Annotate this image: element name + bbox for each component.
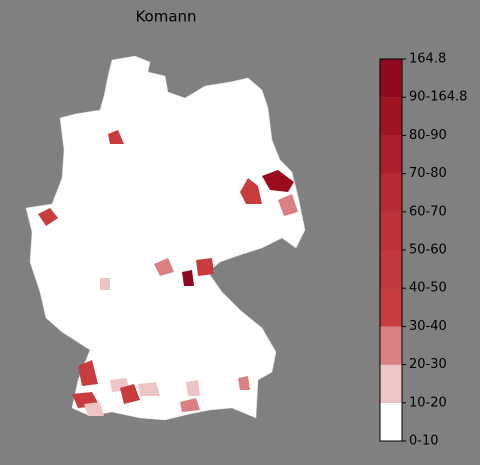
colorbar-label: 80-90 [409, 128, 447, 143]
region [154, 258, 174, 276]
region [108, 130, 124, 144]
region [78, 360, 98, 386]
region [138, 382, 160, 396]
region [38, 208, 58, 226]
colorbar-label: 164.8 [409, 52, 446, 67]
colorbar-segment [380, 288, 402, 327]
map-title: Komann [135, 8, 196, 26]
colorbar-label: 10-20 [409, 395, 447, 410]
colorbar-segment [380, 326, 402, 365]
colorbar: 0-10 10-20 20-30 30-40 40-50 50-60 60-70 70-80 8… [379, 52, 467, 449]
germany-map [25, 55, 306, 421]
colorbar-label: 0-10 [409, 434, 439, 449]
region [238, 376, 250, 390]
colorbar-label: 30-40 [409, 319, 447, 334]
region [84, 402, 104, 416]
colorbar-label: 40-50 [409, 281, 447, 296]
colorbar-segment [380, 211, 402, 250]
region [120, 384, 140, 404]
country-outline [25, 55, 306, 421]
colorbar-segment [380, 250, 402, 289]
colorbar-segment [380, 173, 402, 212]
colorbar-label: 20-30 [409, 357, 447, 372]
colorbar-segment [380, 364, 402, 403]
colorbar-segment [380, 97, 402, 136]
colorbar-segment [380, 59, 402, 98]
colorbar-segment [380, 402, 402, 441]
region [240, 178, 262, 204]
region [186, 380, 200, 396]
colorbar-segment [380, 135, 402, 174]
colorbar-label: 60-70 [409, 204, 447, 219]
region [100, 278, 110, 290]
region [278, 194, 298, 216]
region [180, 398, 200, 412]
region [182, 270, 194, 286]
region [262, 170, 294, 192]
colorbar-label: 90-164.8 [409, 90, 467, 105]
colorbar-label: 70-80 [409, 166, 447, 181]
region [196, 258, 214, 276]
colorbar-label: 50-60 [409, 243, 447, 258]
